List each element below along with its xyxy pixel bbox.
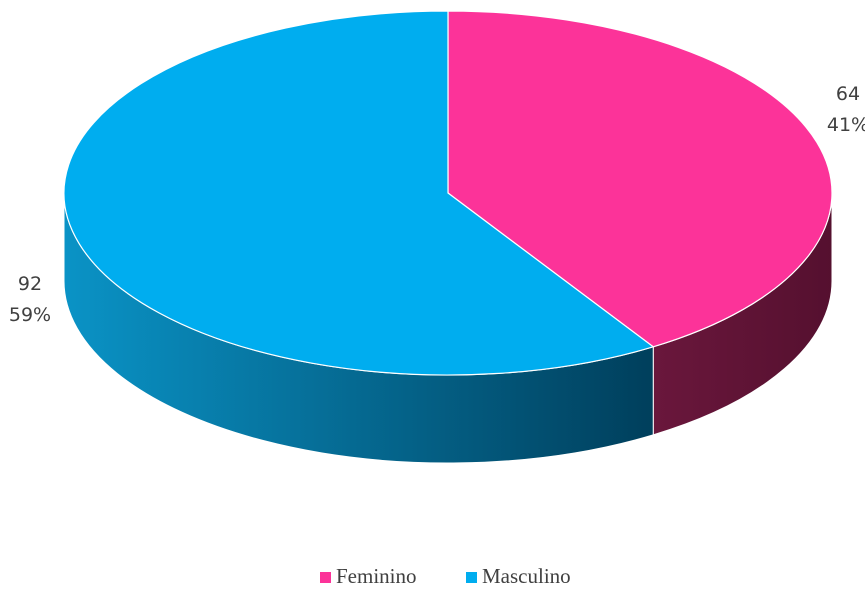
slice [63, 10, 655, 376]
percent-label: 41% [827, 114, 865, 136]
legend-label: Masculino [482, 564, 571, 588]
legend-swatch [320, 572, 331, 583]
slice [447, 10, 833, 348]
legend-label: Feminino [336, 564, 417, 588]
data-label: 64 [836, 83, 860, 105]
data-label: 92 [18, 273, 42, 295]
legend-swatch [466, 572, 477, 583]
percent-label: 59% [9, 304, 51, 326]
